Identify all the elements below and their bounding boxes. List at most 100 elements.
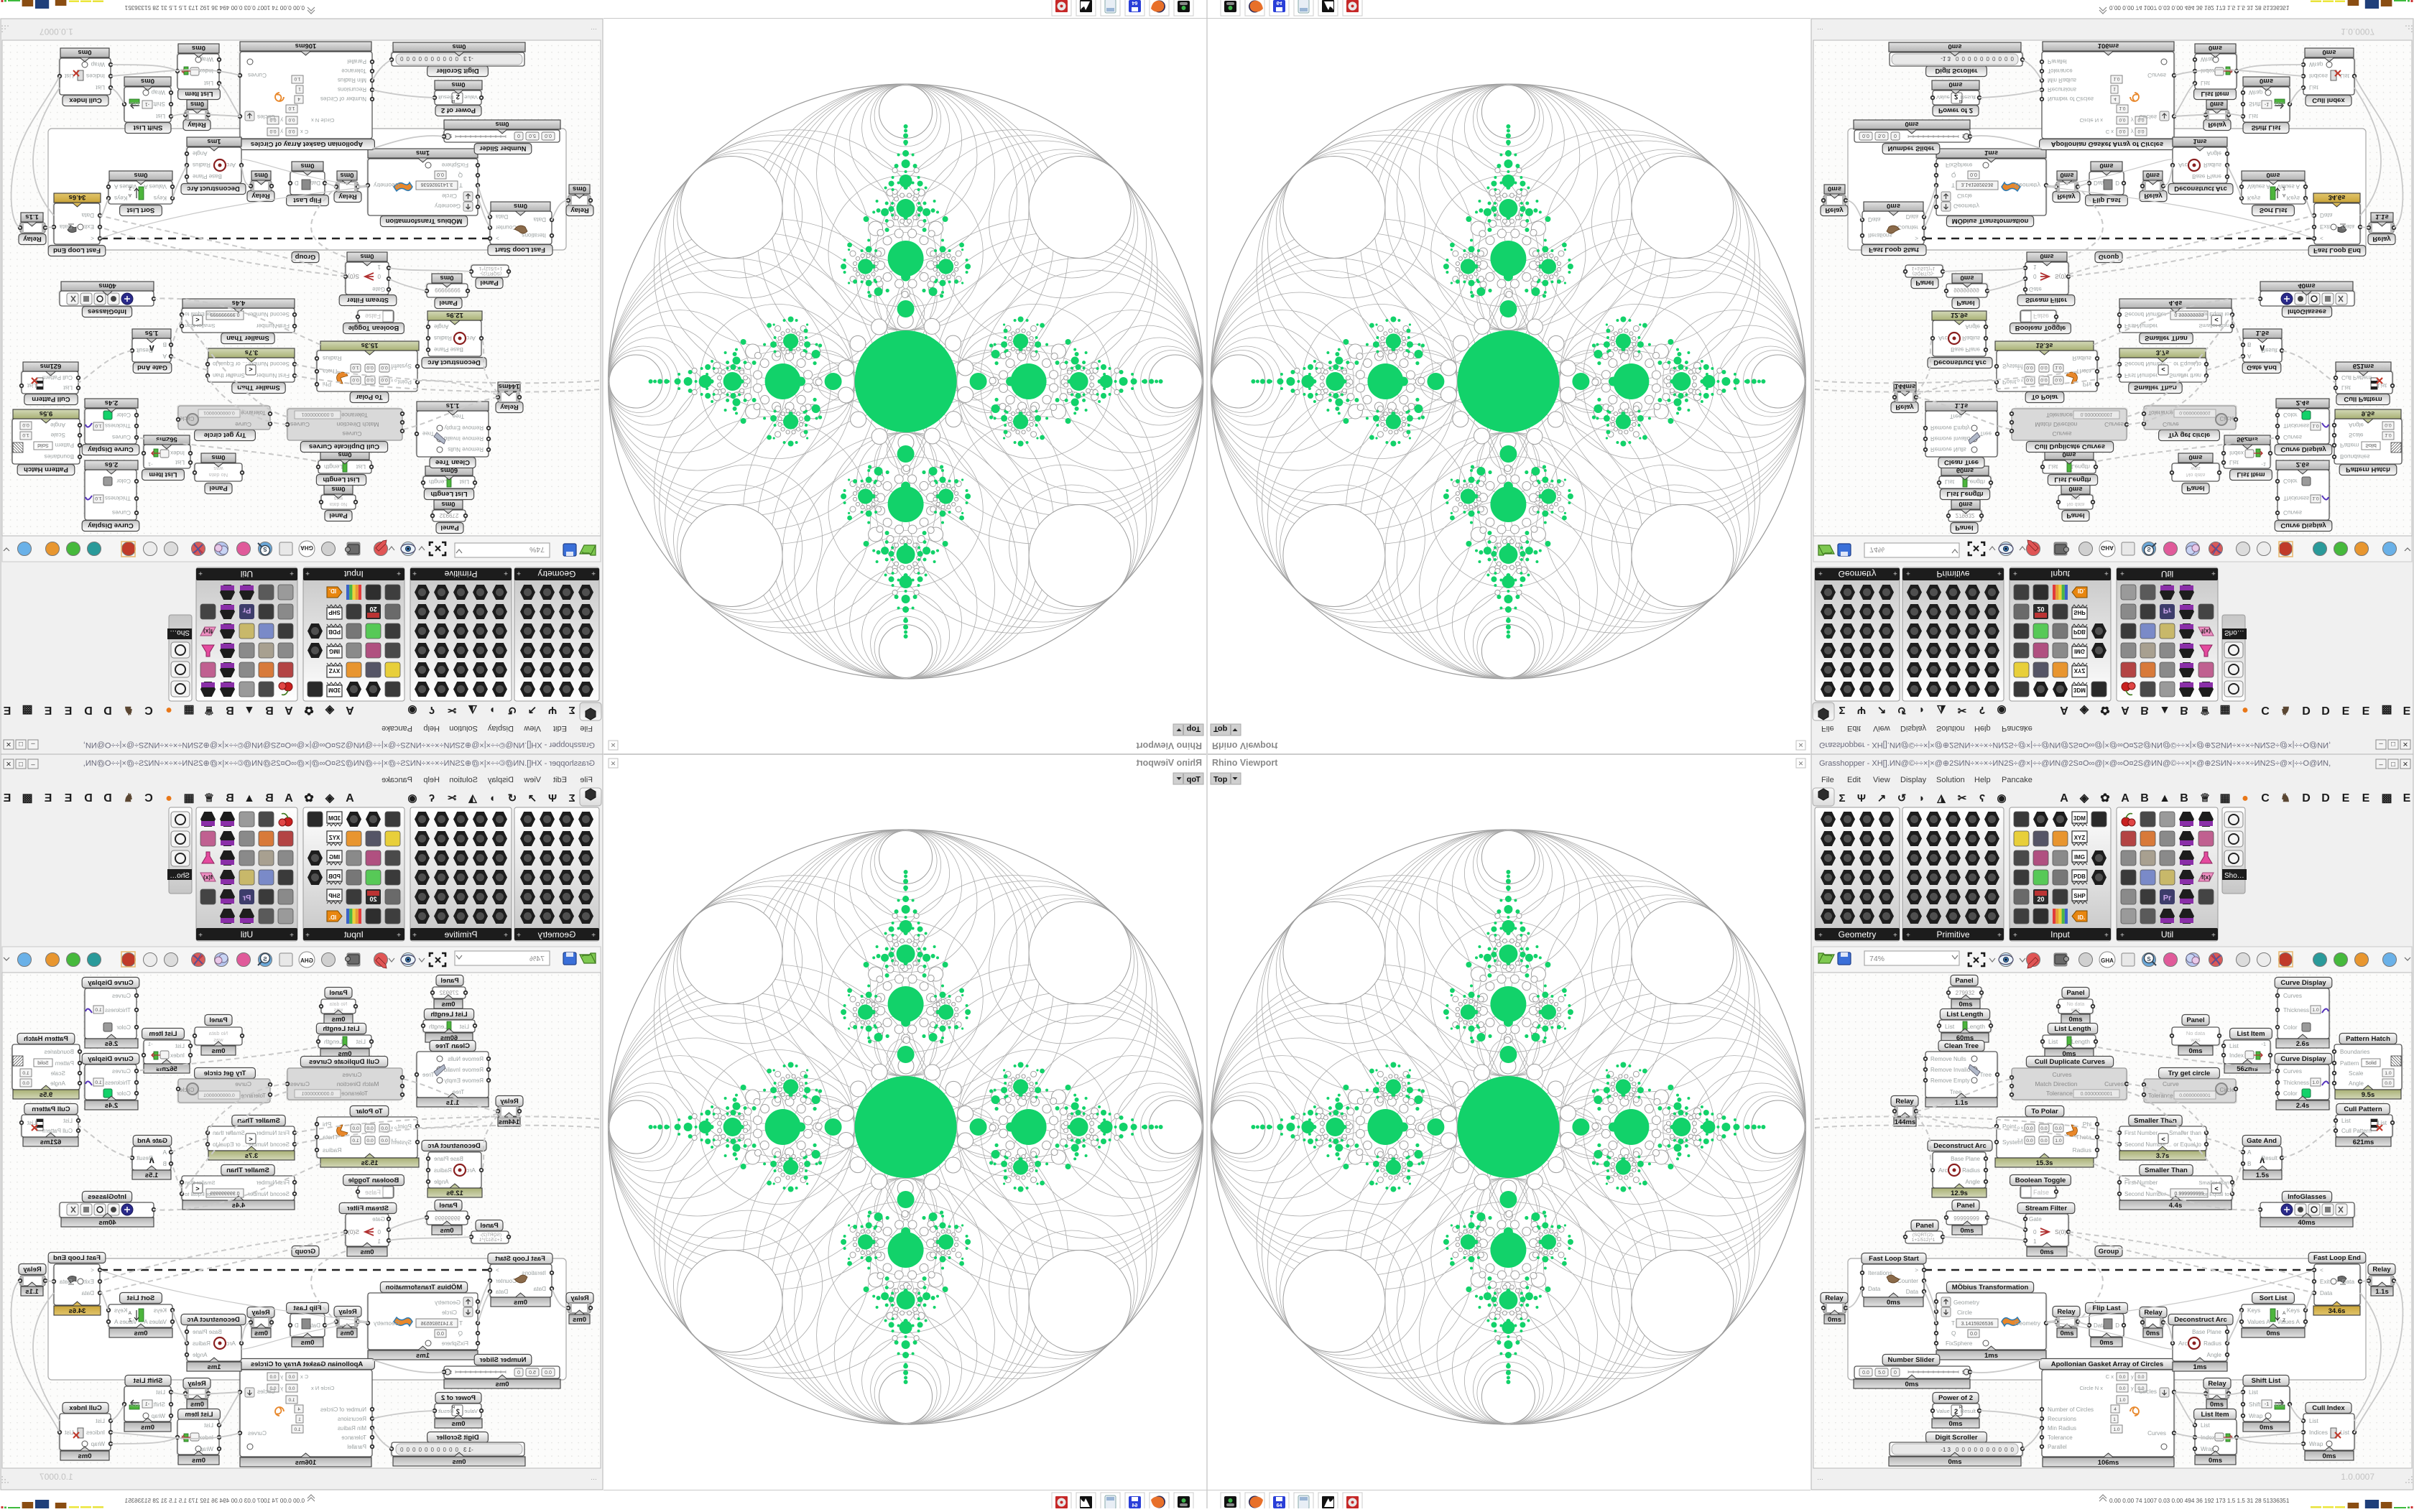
svg-text:Radius: Radius	[2203, 1340, 2221, 1347]
svg-text:E: E	[2342, 792, 2350, 804]
svg-text:Util: Util	[2161, 929, 2173, 940]
svg-text:Radius: Radius	[1962, 1167, 1980, 1174]
svg-text:0ms: 0ms	[1887, 1299, 1900, 1307]
svg-text:GHA: GHA	[2101, 957, 2114, 964]
svg-text:0ms: 0ms	[2062, 1050, 2076, 1058]
svg-text:Gate And: Gate And	[2247, 1137, 2277, 1145]
svg-text:64: 64	[1277, 1503, 1282, 1508]
svg-text:Relay: Relay	[1895, 1098, 1914, 1105]
svg-text:Radius: Radius	[2073, 1146, 2091, 1154]
svg-text:0ms: 0ms	[2068, 1016, 2082, 1024]
svg-text:+: +	[1893, 932, 1897, 940]
svg-text:Apollonian Gasket Array of Cir: Apollonian Gasket Array of Circles	[2051, 1360, 2163, 1368]
svg-text:Phi: Phi	[2083, 1121, 2091, 1128]
svg-text:1.0: 1.0	[2113, 1427, 2119, 1432]
svg-text:Panel: Panel	[1955, 977, 1973, 985]
svg-text:✂: ✂	[1958, 792, 1967, 804]
svg-text:-1: -1	[2265, 1402, 2269, 1407]
svg-text:0: 0	[2033, 1229, 2037, 1235]
svg-text:0ms: 0ms	[2210, 1401, 2224, 1409]
svg-text:▲: ▲	[2159, 792, 2170, 804]
svg-text:-1: -1	[2261, 1041, 2266, 1047]
svg-text:+: +	[2120, 932, 2124, 940]
svg-text:Tolerance: Tolerance	[2046, 1090, 2073, 1097]
svg-text:>: >	[1915, 1267, 1918, 1274]
svg-text:●: ●	[2242, 792, 2249, 804]
svg-text:0: 0	[1974, 1447, 1978, 1453]
svg-text:Deconstruct Arc: Deconstruct Arc	[1933, 1142, 1987, 1150]
svg-text:Color: Color	[2283, 1090, 2298, 1097]
svg-text:1.0: 1.0	[2119, 1398, 2125, 1403]
svg-text:Values A: Values A	[2247, 1319, 2270, 1325]
svg-text:0.0000000001: 0.0000000001	[2081, 1092, 2113, 1097]
svg-text:FixSphere: FixSphere	[1946, 1340, 1973, 1347]
svg-text:Curves: Curves	[2147, 1430, 2166, 1437]
svg-text:◈: ◈	[2079, 792, 2089, 804]
svg-text:0.0: 0.0	[2026, 1126, 2033, 1131]
svg-text:0: 0	[1999, 1447, 2002, 1453]
svg-text:♞: ♞	[2280, 792, 2290, 804]
svg-text:Group: Group	[2099, 1248, 2119, 1256]
svg-text:15.3s: 15.3s	[2036, 1159, 2053, 1167]
svg-text:Stream Filter: Stream Filter	[2025, 1205, 2067, 1212]
svg-text:o x: o x	[2017, 1126, 2023, 1131]
svg-text:Counter: Counter	[1897, 1278, 1918, 1284]
svg-text:First Number: First Number	[2124, 1130, 2158, 1136]
svg-text:List Item: List Item	[2237, 1030, 2265, 1038]
svg-text:Primitive: Primitive	[1936, 929, 1969, 940]
svg-text:Sho…: Sho…	[2224, 872, 2244, 880]
svg-text:Exit: Exit	[2320, 1279, 2330, 1285]
svg-text:-1 3: -1 3	[1941, 1447, 1951, 1453]
svg-text:74%: 74%	[1869, 955, 1885, 963]
svg-text:Pattern: Pattern	[2340, 1060, 2359, 1067]
svg-text:144ms: 144ms	[1895, 1118, 1916, 1126]
svg-text:99999999: 99999999	[1953, 1215, 1979, 1222]
svg-text:Data: Data	[2094, 1322, 2106, 1329]
svg-text:D: D	[2302, 792, 2311, 804]
svg-text:Scale: Scale	[2349, 1070, 2364, 1077]
svg-text:View: View	[1873, 776, 1890, 784]
svg-text:0.0: 0.0	[2119, 1386, 2125, 1391]
svg-text:Pr: Pr	[2163, 894, 2172, 903]
svg-text:0ms: 0ms	[1960, 1227, 1974, 1235]
svg-text:0.0000000001: 0.0000000001	[2179, 1093, 2211, 1098]
svg-text:–: –	[2379, 761, 2383, 769]
svg-text:D: D	[2321, 792, 2330, 804]
svg-text:Fast Loop Start: Fast Loop Start	[1869, 1255, 1920, 1263]
svg-text:12.9s: 12.9s	[1951, 1189, 1968, 1197]
svg-text:Curve Display: Curve Display	[2280, 979, 2326, 987]
svg-text:Remove Nulls: Remove Nulls	[1930, 1056, 1966, 1062]
svg-text:Angle: Angle	[2207, 1352, 2222, 1358]
svg-text:False: False	[2033, 1189, 2049, 1196]
svg-text:z x: z x	[2017, 1138, 2024, 1143]
svg-text:Q: Q	[1951, 1330, 1956, 1337]
svg-text:621ms: 621ms	[2353, 1138, 2374, 1146]
svg-text:Fast Loop End: Fast Loop End	[2313, 1254, 2361, 1262]
svg-text:Thickness: Thickness	[2283, 1007, 2309, 1014]
svg-text:0: 0	[1992, 1447, 1996, 1453]
svg-text:List: List	[2249, 1389, 2258, 1396]
svg-text:1.0: 1.0	[2312, 1080, 2319, 1085]
svg-text:A: A	[2283, 1311, 2286, 1316]
svg-text:Value: Value	[1936, 1408, 1950, 1414]
svg-text:C: C	[2261, 792, 2270, 804]
svg-text:…: …	[1817, 1474, 1823, 1481]
svg-text:To Polar: To Polar	[2031, 1108, 2058, 1116]
svg-text:1.5s: 1.5s	[2256, 1172, 2270, 1179]
svg-text:0.0: 0.0	[2040, 1126, 2048, 1131]
svg-text:Sort List: Sort List	[2260, 1294, 2288, 1302]
svg-text:Tree: Tree	[1979, 1072, 1992, 1078]
svg-text:0ms: 0ms	[2260, 1424, 2273, 1432]
svg-text:Keys: Keys	[2287, 1307, 2300, 1314]
svg-text:Cull Pattern: Cull Pattern	[2344, 1105, 2382, 1113]
svg-text:34.6s: 34.6s	[2329, 1307, 2346, 1315]
svg-text:0: 0	[1956, 1447, 1959, 1453]
svg-text:List: List	[2340, 1429, 2349, 1436]
svg-text:♕: ♕	[2200, 792, 2210, 804]
svg-text:Angle: Angle	[2349, 1080, 2364, 1087]
svg-text:Length: Length	[2071, 1038, 2090, 1045]
svg-text:1.0: 1.0	[2055, 1138, 2062, 1144]
svg-text:Power of 2: Power of 2	[1938, 1394, 1973, 1402]
svg-text:0.0: 0.0	[2137, 1386, 2144, 1391]
svg-text:279932: 279932	[1956, 990, 1975, 996]
